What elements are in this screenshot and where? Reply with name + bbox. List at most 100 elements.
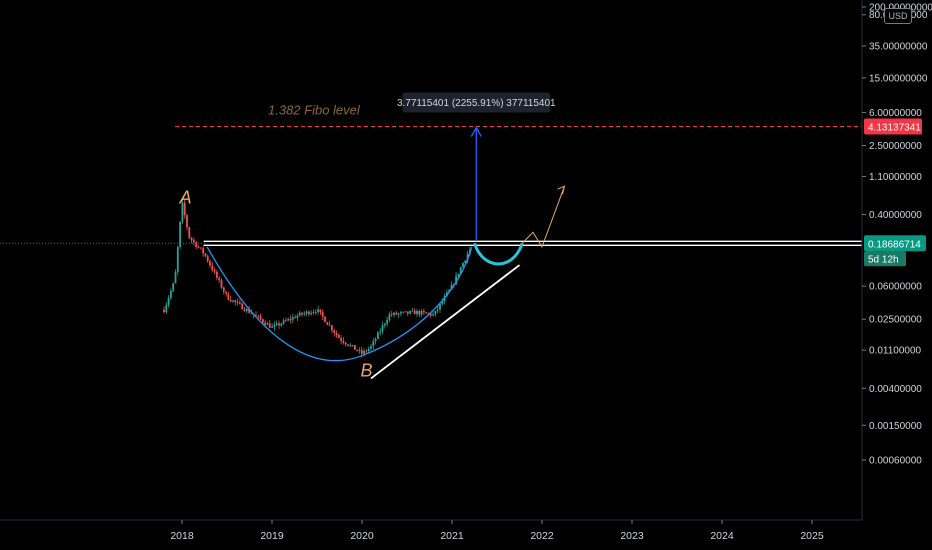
candle-down	[188, 227, 191, 239]
price-tick-label: 0.01100000	[869, 346, 922, 357]
candle-up	[282, 320, 285, 324]
candle-down	[427, 313, 430, 315]
candle-up	[174, 271, 177, 284]
drawings: 1.382 Fibo level 3.77115401 (2255.91%) 37…	[0, 92, 862, 380]
candle-down	[222, 287, 225, 292]
candle-down	[206, 255, 209, 262]
time-tick-label: 2021	[440, 530, 464, 542]
candle-down	[314, 312, 317, 313]
candle-down	[195, 242, 198, 247]
time-tick-label: 2019	[260, 530, 284, 542]
candle-down	[259, 316, 262, 320]
candle-up	[232, 300, 234, 302]
candle-down	[418, 311, 421, 315]
candle-up	[436, 309, 439, 311]
price-tick-label: 0.00060000	[869, 455, 922, 466]
candle-down	[429, 313, 432, 316]
candle-up	[179, 221, 181, 248]
price-tick-label: 0.02500000	[869, 315, 922, 326]
price-tick-label: 0.06000000	[869, 282, 922, 293]
candle-down	[225, 291, 227, 294]
candle-up	[275, 323, 278, 325]
candle-down	[220, 280, 223, 288]
candle-up	[441, 301, 444, 304]
candle-up	[400, 312, 402, 314]
fibo-price-tag	[864, 118, 922, 135]
candle-down	[285, 320, 287, 322]
candle-up	[420, 311, 423, 315]
current-price-tag	[864, 235, 926, 252]
candle-up	[245, 309, 248, 311]
candle-down	[268, 323, 271, 328]
candle-down	[255, 314, 257, 316]
candle-up	[383, 323, 386, 326]
candle-up	[172, 283, 175, 291]
fibo-price-tag-label: 4.13137341	[868, 123, 921, 134]
time-tick-label: 2022	[530, 530, 554, 542]
time-tick-label: 2025	[800, 530, 824, 542]
candle-down	[243, 309, 246, 311]
candle-down	[326, 322, 329, 325]
candle-up	[287, 318, 290, 321]
countdown-tag	[864, 251, 906, 267]
measure-label: 3.77115401 (2255.91%) 377115401	[397, 98, 556, 109]
candle-up	[416, 311, 418, 315]
support-trendline	[370, 264, 521, 380]
candle-up	[464, 260, 467, 264]
candle-up	[381, 325, 384, 332]
current-price-tag-label: 0.18686714	[868, 239, 921, 250]
candle-down	[301, 312, 303, 315]
candle-down	[425, 312, 428, 314]
candle-down	[395, 312, 398, 315]
candle-up	[349, 345, 352, 346]
candle-up	[466, 254, 469, 261]
candle-up	[370, 346, 372, 349]
candle-down	[202, 248, 204, 254]
candle-up	[457, 273, 460, 276]
candle-up	[298, 312, 301, 316]
candle-down	[183, 202, 186, 216]
candle-up	[271, 326, 273, 328]
candle-down	[229, 299, 232, 302]
candle-down	[186, 215, 188, 228]
price-tick-label: 0.00400000	[869, 384, 922, 395]
candle-down	[413, 310, 416, 315]
candle-down	[218, 277, 221, 281]
candle-up	[291, 317, 294, 320]
candle-up	[312, 312, 315, 313]
candle-down	[390, 314, 393, 316]
candle-up	[176, 247, 179, 272]
candle-down	[236, 302, 239, 303]
price-tick-label: 2.50000000	[869, 141, 922, 152]
point-b-label: B	[360, 360, 372, 380]
candle-up	[165, 304, 168, 313]
candle-up	[443, 296, 446, 302]
candle-up	[455, 275, 457, 285]
candle-down	[337, 334, 340, 339]
candle-up	[379, 331, 382, 333]
time-axis[interactable]: 2018 2019 2020 2021 2022 2023 2024 2025	[170, 520, 824, 542]
candle-down	[190, 238, 193, 241]
candle-down	[204, 253, 207, 256]
candle-up	[181, 202, 184, 222]
candle-down	[347, 344, 349, 346]
price-tick-label: 0.40000000	[869, 210, 922, 221]
candle-down	[234, 300, 237, 303]
currency-badge[interactable]: USD	[884, 8, 912, 24]
measure-label-box	[402, 92, 551, 113]
candle-up	[462, 263, 464, 268]
time-tick-label: 2023	[620, 530, 644, 542]
candle-up	[388, 314, 391, 321]
candle-down	[328, 324, 331, 326]
time-tick-label: 2020	[350, 530, 374, 542]
projection-path	[521, 185, 565, 249]
candle-up	[305, 311, 308, 314]
candle-down	[406, 311, 409, 314]
cup-curve	[206, 246, 473, 362]
candle-down	[248, 309, 250, 313]
candle-down	[209, 261, 211, 266]
candle-down	[342, 340, 345, 343]
candle-down	[278, 323, 280, 326]
